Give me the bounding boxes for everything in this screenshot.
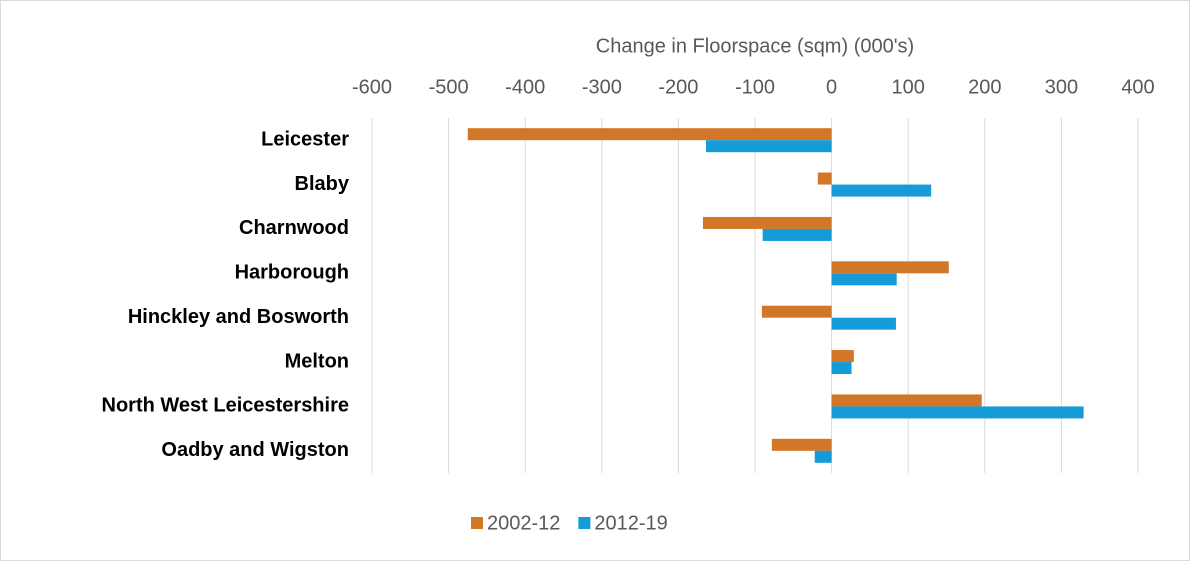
x-tick-label: 100 — [892, 76, 925, 98]
legend-swatch — [578, 517, 591, 529]
bar — [831, 273, 897, 286]
bar — [761, 305, 832, 318]
bar — [831, 406, 1084, 419]
bar — [814, 450, 832, 463]
bar — [831, 317, 896, 330]
x-tick-label: -200 — [658, 76, 698, 98]
bar — [762, 228, 832, 241]
y-tick-label: Hinckley and Bosworth — [128, 306, 349, 328]
bar — [831, 350, 854, 363]
chart-title: Change in Floorspace (sqm) (000's) — [596, 35, 914, 57]
bar — [705, 140, 832, 153]
y-tick-label: Blaby — [295, 173, 350, 195]
x-tick-label: -300 — [582, 76, 622, 98]
y-tick-label: Leicester — [261, 128, 349, 150]
x-tick-label: -100 — [735, 76, 775, 98]
bar — [831, 394, 982, 407]
legend-swatch — [471, 517, 483, 529]
y-tick-label: Harborough — [235, 262, 349, 284]
bar — [467, 128, 832, 141]
legend-label: 2012-19 — [594, 512, 667, 534]
x-tick-label: -500 — [429, 76, 469, 98]
y-tick-label: Melton — [285, 350, 349, 372]
bar — [831, 362, 852, 375]
bar — [817, 172, 832, 185]
x-tick-label: -600 — [352, 76, 392, 98]
y-tick-label: Oadby and Wigston — [161, 439, 349, 461]
bar — [831, 261, 949, 274]
x-tick-label: 0 — [826, 76, 837, 98]
x-tick-label: 300 — [1045, 76, 1078, 98]
y-tick-label: Charnwood — [239, 217, 349, 239]
x-tick-label: 400 — [1121, 76, 1154, 98]
x-tick-label: -400 — [505, 76, 545, 98]
bar — [771, 438, 832, 451]
legend-label: 2002-12 — [487, 512, 560, 534]
y-tick-label: North West Leicestershire — [102, 395, 350, 417]
bar — [702, 216, 832, 229]
x-tick-label: 200 — [968, 76, 1001, 98]
bar — [831, 184, 932, 197]
